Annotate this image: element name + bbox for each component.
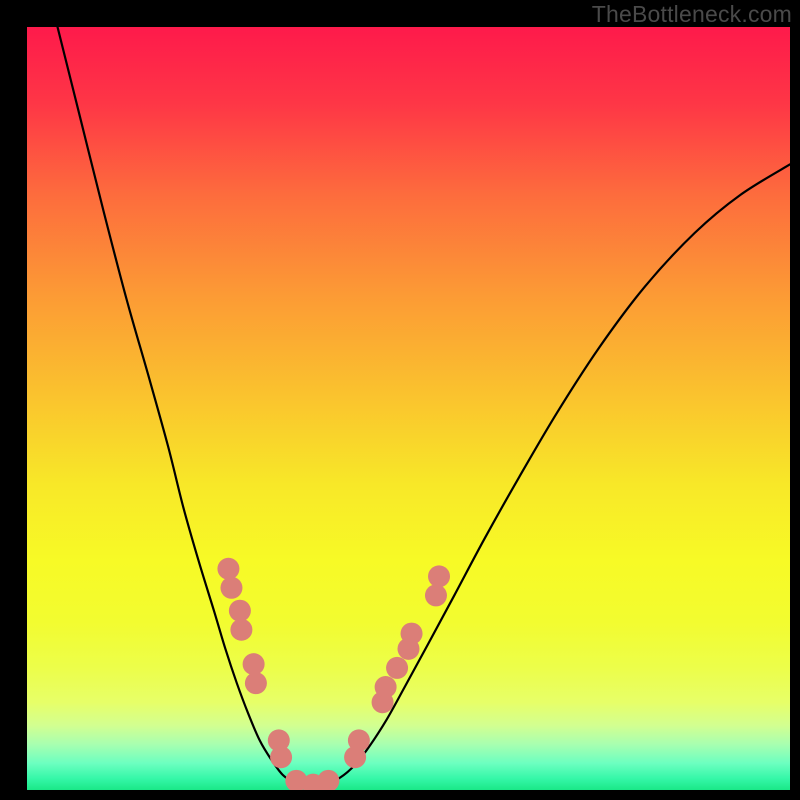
dots-left xyxy=(217,558,292,768)
data-point xyxy=(230,619,252,641)
data-point xyxy=(243,653,265,675)
data-point xyxy=(425,584,447,606)
data-point xyxy=(229,600,251,622)
data-point xyxy=(401,623,423,645)
data-point xyxy=(217,558,239,580)
watermark-text: TheBottleneck.com xyxy=(592,1,792,28)
plot-area xyxy=(27,27,790,790)
data-point xyxy=(220,577,242,599)
data-point xyxy=(386,657,408,679)
data-point xyxy=(375,676,397,698)
data-point xyxy=(348,729,370,751)
data-point xyxy=(270,746,292,768)
dots-right xyxy=(344,565,450,768)
v-curve xyxy=(58,27,790,786)
chart-svg xyxy=(27,27,790,790)
data-point xyxy=(245,672,267,694)
dots-bottom xyxy=(285,770,339,790)
data-point xyxy=(428,565,450,587)
data-point xyxy=(317,770,339,790)
